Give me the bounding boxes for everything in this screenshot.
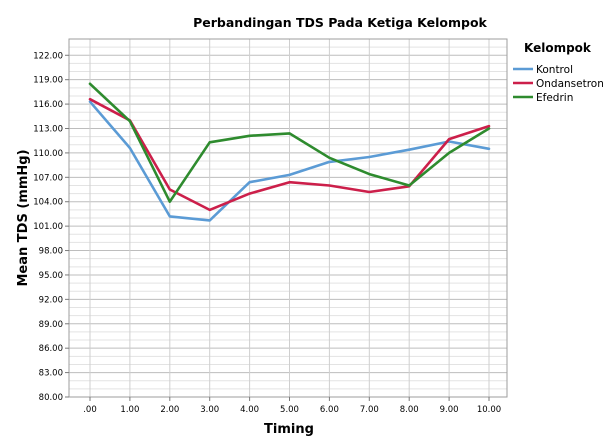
y-tick-label: 122.00 (33, 51, 63, 61)
y-tick-label: 107.00 (33, 173, 63, 183)
legend-label-efedrin: Efedrin (536, 92, 573, 104)
y-axis-title: Mean TDS (mmHg) (16, 149, 31, 286)
legend-title: Kelompok (524, 41, 592, 55)
y-tick-label: 83.00 (39, 369, 63, 379)
x-tick-label: 1.00 (120, 405, 139, 415)
x-tick-label: 6.00 (320, 405, 339, 415)
x-tick-label: 5.00 (280, 405, 299, 415)
x-tick-label: 3.00 (200, 405, 219, 415)
plot-frame (68, 38, 508, 398)
x-tick-label: 7.00 (360, 405, 379, 415)
x-tick-label: 9.00 (440, 405, 459, 415)
y-tick-label: 104.00 (33, 198, 63, 208)
x-axis-ticks: .00 1.00 2.00 3.00 4.00 5.00 6.00 7.00 8.00 9.00 1… (83, 397, 501, 415)
grid-lines (69, 39, 507, 398)
y-tick-label: 119.00 (33, 76, 63, 86)
y-tick-label: 86.00 (39, 344, 63, 354)
x-tick-label: 8.00 (400, 405, 419, 415)
y-tick-label: 95.00 (39, 271, 63, 281)
series-lines (88, 82, 491, 222)
series-line-efedrin (88, 82, 491, 203)
y-tick-label: 101.00 (33, 222, 63, 232)
x-tick-label: 4.00 (240, 405, 259, 415)
y-tick-label: 116.00 (33, 100, 63, 110)
y-tick-label: 110.00 (33, 149, 63, 159)
chart-title: Perbandingan TDS Pada Ketiga Kelompok (193, 15, 487, 30)
x-tick-label: .00 (83, 405, 97, 415)
legend: Kelompok Kontrol Ondansetron Efedrin (513, 41, 603, 104)
y-tick-label: 92.00 (39, 295, 63, 305)
y-axis-ticks: 80.00 83.00 86.00 89.00 92.00 95.00 98.00 101.0… (33, 51, 69, 403)
y-tick-label: 113.00 (33, 125, 63, 135)
series-line-kontrol (88, 100, 491, 222)
y-tick-label: 89.00 (39, 320, 63, 330)
series-line-ondansetron (88, 97, 491, 212)
y-tick-label: 80.00 (39, 393, 63, 403)
x-tick-label: 2.00 (160, 405, 179, 415)
y-tick-label: 98.00 (39, 247, 63, 257)
legend-label-kontrol: Kontrol (536, 64, 573, 76)
legend-label-ondansetron: Ondansetron (536, 78, 603, 90)
x-tick-label: 10.00 (477, 405, 501, 415)
x-axis-title: Timing (264, 422, 314, 437)
